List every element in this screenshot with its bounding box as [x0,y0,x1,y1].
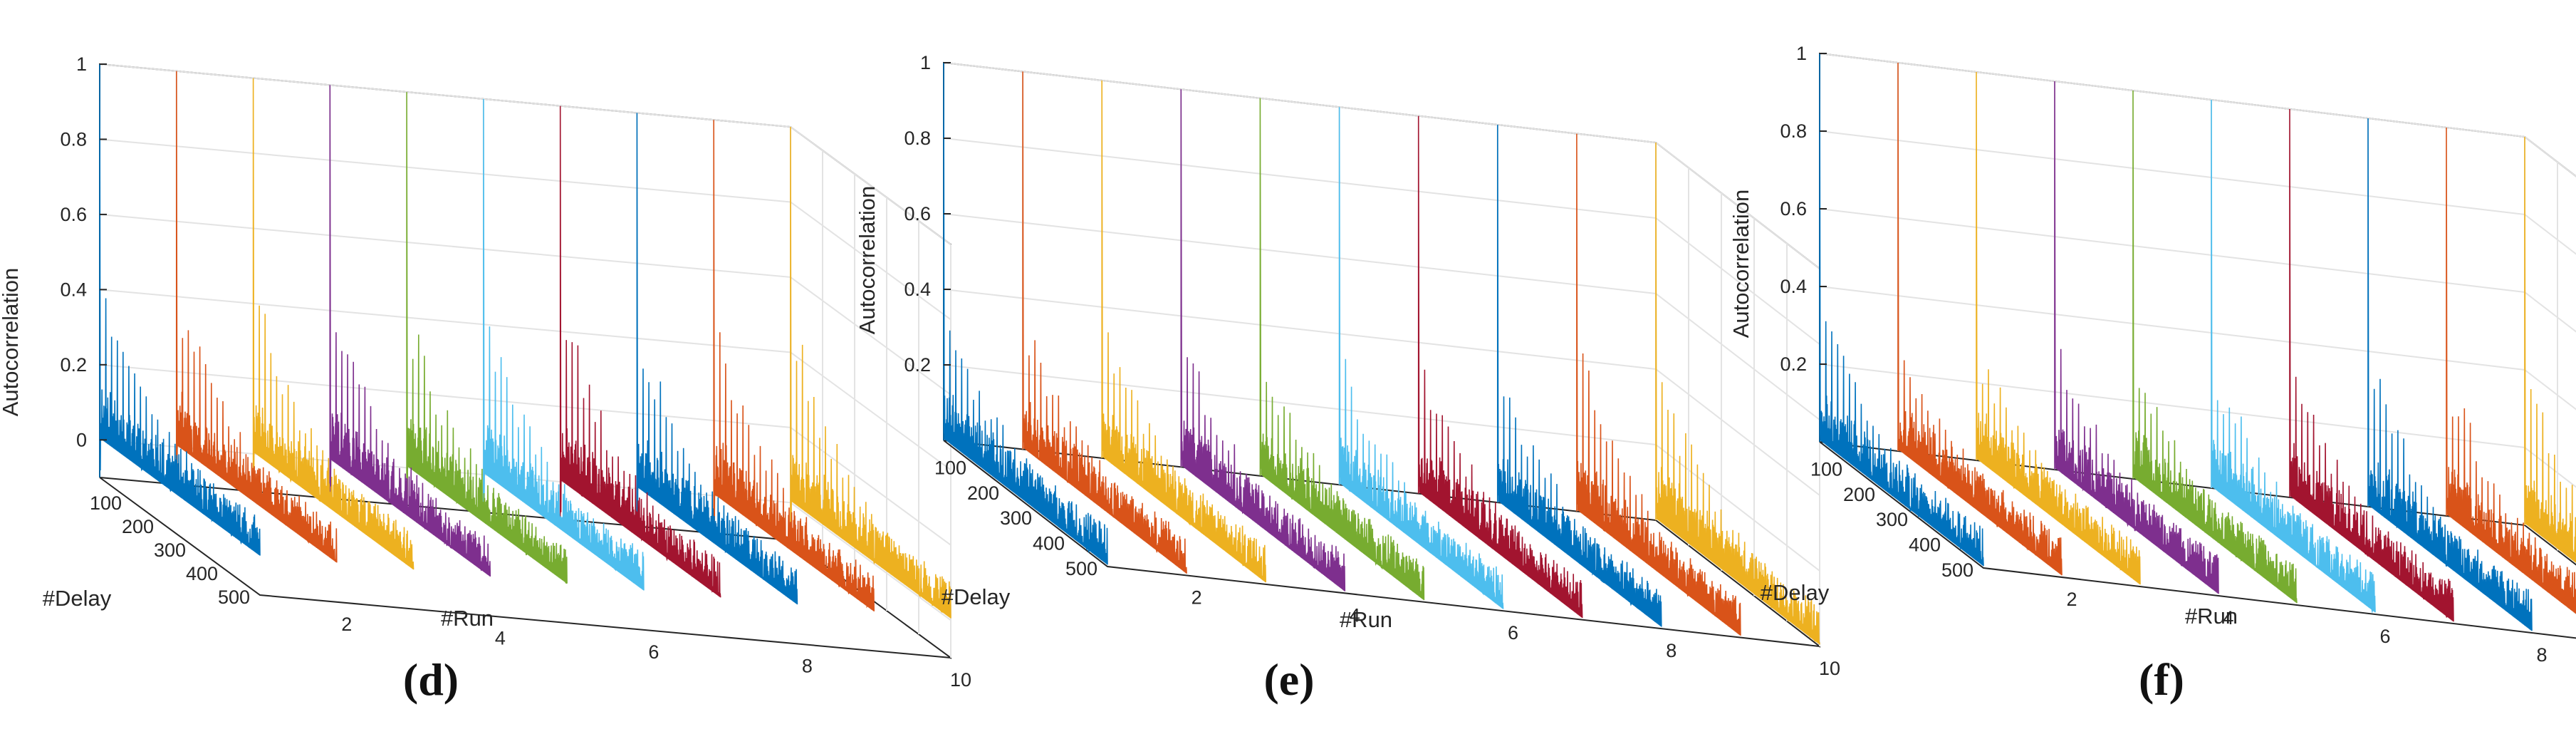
series-line-run-7 [559,105,721,598]
z-tick-label: 0.2 [904,354,931,376]
x-tick-label: 6 [2379,626,2390,647]
x-tick-label: 10 [950,669,971,691]
z-tick-label: 0.8 [60,128,87,150]
z-tick-label: 1 [1796,43,1807,64]
series-line-run-4 [2054,81,2219,594]
panel-label: (d) [403,654,459,705]
z-tick-label: 0.6 [60,204,87,225]
y-tick-label: 500 [1065,558,1097,579]
z-axis-label: Autocorrelation [855,186,880,335]
series-line-run-1 [943,62,1108,565]
x-tick-label: 8 [1666,640,1677,661]
series-line-run-9 [713,120,875,611]
series-line-run-3 [252,78,414,570]
series-line-run-10 [2524,136,2576,564]
series-line-run-6 [2211,99,2376,614]
panel-label: (e) [1263,654,1314,705]
x-tick-label: 8 [802,655,813,676]
y-tick-label: 100 [1810,458,1842,480]
z-tick-label: 0.8 [904,128,931,149]
y-tick-label: 300 [1000,507,1032,529]
series-line-run-9 [2446,127,2576,614]
series-line-run-4 [329,85,491,577]
series-line-run-1 [1819,53,1984,567]
z-tick-label: 0.2 [1780,353,1807,375]
series-line-run-8 [636,113,798,605]
z-tick-label: 0.8 [1780,120,1807,142]
y-axis-label: #Delay [1761,580,1830,605]
x-tick-label: 6 [648,641,659,663]
x-axis-label: #Run [441,606,494,631]
x-tick-label: 2 [2066,589,2077,610]
x-tick-label: 2 [1191,586,1202,608]
z-axis-label: Autocorrelation [1728,190,1753,339]
x-tick-label: 4 [2223,607,2233,629]
panel-e: 0.20.40.60.81246810100200300400500Autoco… [855,52,1840,705]
z-tick-label: 0 [76,429,87,450]
y-axis-label: #Delay [942,584,1011,609]
series-line-run-3 [1101,80,1266,583]
y-tick-label: 400 [186,563,218,584]
z-tick-label: 0.4 [60,279,87,300]
series-line-run-6 [483,98,645,591]
x-tick-label: 4 [1350,604,1360,626]
z-tick-label: 0.4 [1780,276,1807,297]
z-tick-label: 0.2 [60,354,87,376]
z-tick-label: 0.6 [1780,198,1807,219]
y-tick-label: 400 [1033,533,1065,554]
x-axis-label: #Run [1340,607,1392,632]
y-tick-label: 400 [1909,534,1941,556]
series-line-run-2 [176,71,338,563]
series-line-run-2 [1022,71,1187,574]
z-tick-label: 1 [920,52,931,73]
z-tick-label: 0.6 [904,203,931,224]
x-axis-label: #Run [2185,604,2238,629]
z-axis-label: Autocorrelation [0,268,23,417]
series-line-run-1 [99,63,261,556]
series-line-run-7 [2289,108,2454,622]
series-line-run-10 [790,126,951,619]
y-tick-label: 200 [967,482,999,504]
y-tick-label: 300 [154,539,186,561]
y-tick-label: 500 [1941,559,1973,581]
panel-d: 00.20.40.60.81246810100200300400500Autoc… [0,53,971,705]
series-line-run-5 [1259,98,1425,601]
y-tick-label: 300 [1876,509,1908,530]
x-tick-label: 4 [495,627,506,648]
y-axis-label: #Delay [43,586,112,611]
x-tick-label: 8 [2536,644,2547,666]
series-line-run-6 [1338,107,1504,609]
series-line-run-3 [1976,71,2141,585]
series-line-run-5 [2132,90,2298,604]
x-tick-label: 10 [1819,658,1840,679]
x-tick-label: 2 [341,614,352,635]
y-tick-label: 100 [90,492,122,514]
series-line-run-9 [1576,133,1741,636]
series-line-run-4 [1180,89,1346,591]
y-tick-label: 100 [934,457,966,478]
x-tick-label: 6 [1508,622,1518,644]
y-tick-label: 200 [122,516,154,537]
series-line-run-10 [1655,142,1820,645]
series-line-run-2 [1897,62,2063,576]
y-tick-label: 500 [218,586,250,608]
y-tick-label: 200 [1843,484,1875,505]
z-tick-label: 1 [76,53,87,75]
series-line-run-8 [1497,125,1662,627]
z-tick-label: 0.4 [904,279,931,300]
series-line-run-8 [2367,118,2533,631]
series-line-run-5 [406,92,568,584]
panel-label: (f) [2139,654,2184,705]
series-line-run-7 [1417,115,1583,619]
